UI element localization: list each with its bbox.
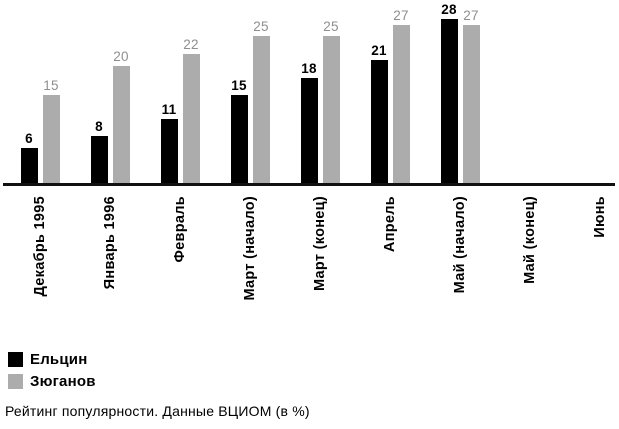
x-axis-label-cell: Февраль [145, 196, 215, 326]
bar-group: 18 25 [285, 18, 355, 183]
chart-caption: Рейтинг популярности. Данные ВЦИОМ (в %) [5, 403, 310, 419]
x-axis-label: Май (конец) [521, 196, 538, 284]
x-axis-label: Февраль [171, 196, 188, 263]
x-axis-label: Март (конец) [311, 196, 328, 292]
bar-value-label: 21 [371, 42, 387, 58]
plot-area: 6 15 8 20 11 22 15 25 18 25 21 27 28 27 Декабрь 1995 Я… [0, 0, 619, 326]
x-axis-label-cell: Апрель [355, 196, 425, 326]
x-axis-labels: Декабрь 1995 Январь 1996 Февраль Март (нача… [0, 196, 619, 326]
bar-yeltsin [230, 95, 248, 183]
bar-group: 15 25 [215, 18, 285, 183]
x-axis-label-cell: Март (начало) [215, 196, 285, 326]
bar-value-label: 25 [253, 18, 269, 34]
bar-with-label: 27 [392, 7, 410, 183]
bar-value-label: 20 [113, 48, 129, 64]
legend-item-yeltsin: Ельцин [8, 352, 619, 367]
x-axis-label-cell: Март (конец) [285, 196, 355, 326]
bar-value-label: 18 [301, 60, 317, 76]
bar-yeltsin [20, 148, 38, 183]
x-axis-label: Май (начало) [451, 196, 468, 294]
bar-group: 21 27 [355, 7, 425, 183]
x-axis-label-cell: Январь 1996 [75, 196, 145, 326]
legend-swatch-yeltsin [8, 352, 23, 367]
bar-group: 6 15 [5, 77, 75, 183]
bar-value-label: 27 [393, 7, 409, 23]
bar-value-label: 8 [95, 118, 103, 134]
bar-with-label: 22 [182, 36, 200, 183]
bar-value-label: 25 [323, 18, 339, 34]
legend: Ельцин Зюганов [0, 352, 619, 389]
bar-value-label: 27 [463, 7, 479, 23]
bar-yeltsin [90, 136, 108, 183]
x-axis-label-cell: Май (конец) [495, 196, 565, 326]
bar-value-label: 11 [161, 101, 177, 117]
bar-zyuganov [42, 95, 60, 183]
x-axis-line [3, 183, 615, 186]
bar-group: 11 22 [145, 36, 215, 183]
x-axis-label: Декабрь 1995 [31, 196, 48, 297]
bar-yeltsin [300, 78, 318, 183]
legend-swatch-zyuganov [8, 374, 23, 389]
bar-value-label: 15 [43, 77, 59, 93]
bar-with-label: 6 [20, 130, 38, 183]
legend-label: Зюганов [30, 373, 96, 390]
bar-with-label: 28 [440, 1, 458, 183]
x-axis-label-cell: Май (начало) [425, 196, 495, 326]
bar-with-label: 18 [300, 60, 318, 183]
bar-zyuganov [322, 36, 340, 183]
bar-yeltsin [440, 19, 458, 183]
x-axis-label-cell: Июнь [565, 196, 619, 326]
bar-group: 28 27 [425, 1, 495, 183]
bar-group: 8 20 [75, 48, 145, 183]
bar-zyuganov [392, 25, 410, 183]
x-axis-label: Январь 1996 [101, 196, 118, 290]
legend-item-zyuganov: Зюганов [8, 374, 619, 389]
x-axis-label: Апрель [381, 196, 398, 253]
bar-zyuganov [252, 36, 270, 183]
bar-with-label: 25 [322, 18, 340, 183]
bar-value-label: 15 [231, 77, 247, 93]
bar-with-label: 8 [90, 118, 108, 183]
x-axis-label-cell: Декабрь 1995 [5, 196, 75, 326]
bar-with-label: 25 [252, 18, 270, 183]
bar-with-label: 15 [42, 77, 60, 183]
bar-with-label: 15 [230, 77, 248, 183]
bar-value-label: 6 [25, 130, 33, 146]
bar-with-label: 20 [112, 48, 130, 183]
bar-with-label: 11 [160, 101, 178, 183]
bar-value-label: 28 [441, 1, 457, 17]
bar-yeltsin [370, 60, 388, 183]
chart-groups: 6 15 8 20 11 22 15 25 18 25 21 27 28 27 [0, 0, 619, 183]
x-axis-label: Июнь [591, 196, 608, 238]
x-axis-label: Март (начало) [241, 196, 258, 301]
bar-yeltsin [160, 119, 178, 183]
bar-with-label: 21 [370, 42, 388, 183]
bar-value-label: 22 [183, 36, 199, 52]
bar-zyuganov [112, 66, 130, 183]
legend-label: Ельцин [30, 351, 88, 368]
bar-with-label: 27 [462, 7, 480, 183]
bar-zyuganov [182, 54, 200, 183]
bar-zyuganov [462, 25, 480, 183]
